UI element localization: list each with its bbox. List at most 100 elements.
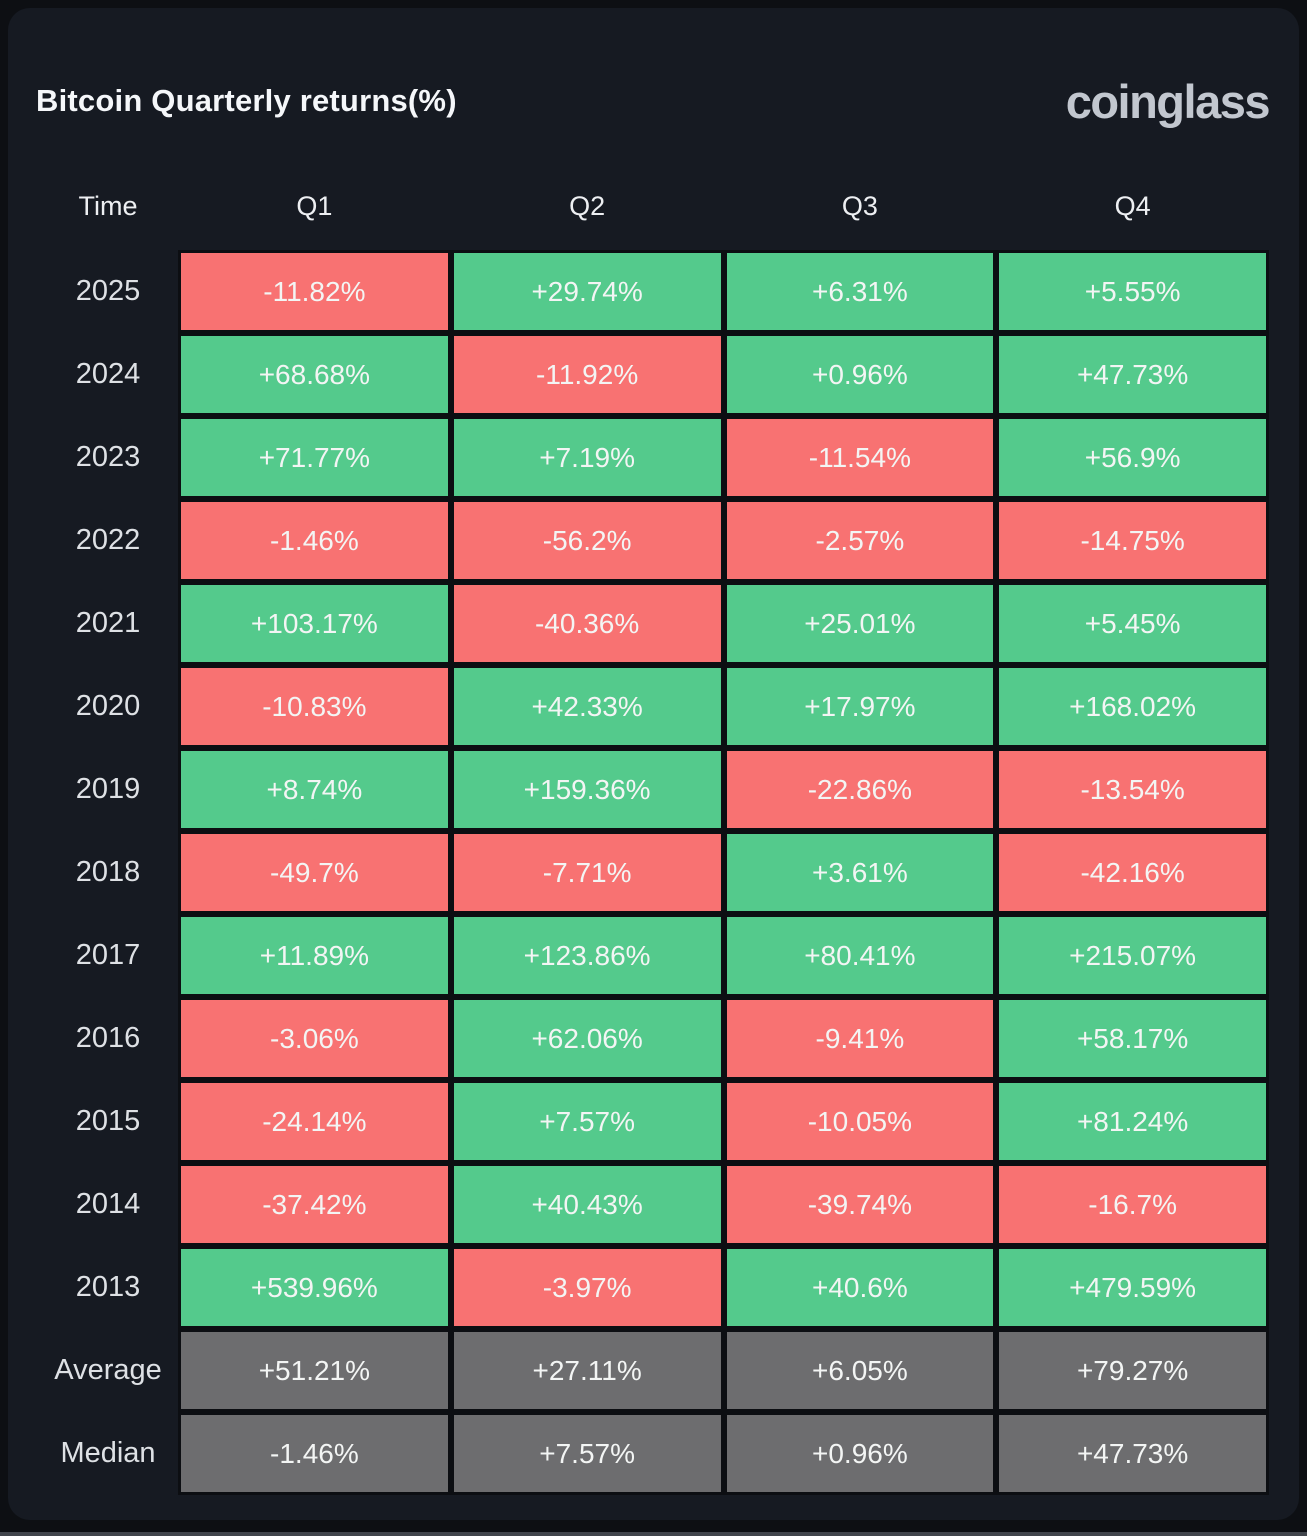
return-cell-2022-q3: -2.57% (723, 499, 997, 582)
table-row-2018: 2018 -49.7% -7.71% +3.61% -42.16% (38, 831, 1269, 914)
return-cell-median-q1: -1.46% (178, 1412, 451, 1495)
table-row-median: Median -1.46% +7.57% +0.96% +47.73% (38, 1412, 1269, 1495)
row-label-2024: 2024 (75, 358, 141, 390)
return-cell-2021-q2: -40.36% (450, 582, 724, 665)
table-row-2023: 2023 +71.77% +7.19% -11.54% +56.9% (38, 416, 1269, 499)
return-cell-2018-q1: -49.7% (178, 831, 451, 914)
row-label-2020: 2020 (75, 690, 141, 722)
table-row-2016: 2016 -3.06% +62.06% -9.41% +58.17% (38, 997, 1269, 1080)
return-cell-2018-q3: +3.61% (723, 831, 997, 914)
return-cell-2020-q1: -10.83% (178, 665, 451, 748)
return-cell-2013-q1: +539.96% (178, 1246, 451, 1329)
return-cell-2024-q3: +0.96% (723, 333, 997, 416)
table-row-2015: 2015 -24.14% +7.57% -10.05% +81.24% (38, 1080, 1269, 1163)
row-label-median: Median (60, 1437, 156, 1469)
column-header-q2: Q2 (569, 190, 606, 221)
bottom-edge-divider (0, 1532, 1307, 1536)
quarterly-returns-card: Bitcoin Quarterly returns(%) coinglass T… (8, 8, 1299, 1520)
return-cell-2016-q3: -9.41% (723, 997, 997, 1080)
row-label-2014: 2014 (75, 1188, 141, 1220)
row-label-2025: 2025 (75, 275, 141, 307)
return-cell-2014-q2: +40.43% (450, 1163, 724, 1246)
table-row-2017: 2017 +11.89% +123.86% +80.41% +215.07% (38, 914, 1269, 997)
return-cell-2018-q2: -7.71% (450, 831, 724, 914)
table-row-2014: 2014 -37.42% +40.43% -39.74% -16.7% (38, 1163, 1269, 1246)
return-cell-2018-q4: -42.16% (996, 831, 1269, 914)
return-cell-2019-q4: -13.54% (996, 748, 1269, 831)
return-cell-2015-q1: -24.14% (178, 1080, 451, 1163)
return-cell-2019-q2: +159.36% (450, 748, 724, 831)
row-label-2023: 2023 (75, 441, 141, 473)
return-cell-2017-q3: +80.41% (723, 914, 997, 997)
return-cell-2020-q3: +17.97% (723, 665, 997, 748)
row-label-2013: 2013 (75, 1271, 141, 1303)
row-label-2018: 2018 (75, 856, 141, 888)
returns-table: Time Q1 Q2 Q3 Q4 2025 -11.82% +29.74% +6.31% +5.… (8, 186, 1299, 1495)
return-cell-2023-q2: +7.19% (450, 416, 724, 499)
column-header-time: Time (78, 190, 138, 221)
return-cell-2023-q1: +71.77% (178, 416, 451, 499)
return-cell-2015-q3: -10.05% (723, 1080, 997, 1163)
return-cell-2019-q3: -22.86% (723, 748, 997, 831)
coinglass-logo: coinglass (1065, 74, 1271, 128)
return-cell-2025-q1: -11.82% (178, 250, 451, 333)
return-cell-2025-q4: +5.55% (996, 250, 1269, 333)
row-label-2017: 2017 (75, 939, 141, 971)
return-cell-2021-q4: +5.45% (996, 582, 1269, 665)
return-cell-2017-q2: +123.86% (450, 914, 724, 997)
return-cell-median-q4: +47.73% (996, 1412, 1269, 1495)
row-label-2021: 2021 (75, 607, 141, 639)
table-header-row: Time Q1 Q2 Q3 Q4 (38, 186, 1269, 226)
column-header-q4: Q4 (1114, 190, 1151, 221)
return-cell-2016-q4: +58.17% (996, 997, 1269, 1080)
return-cell-2017-q4: +215.07% (996, 914, 1269, 997)
table-row-2022: 2022 -1.46% -56.2% -2.57% -14.75% (38, 499, 1269, 582)
return-cell-2023-q3: -11.54% (723, 416, 997, 499)
return-cell-median-q3: +0.96% (723, 1412, 997, 1495)
return-cell-median-q2: +7.57% (450, 1412, 724, 1495)
table-row-2019: 2019 +8.74% +159.36% -22.86% -13.54% (38, 748, 1269, 831)
return-cell-2014-q1: -37.42% (178, 1163, 451, 1246)
return-cell-2013-q2: -3.97% (450, 1246, 724, 1329)
table-row-average: Average +51.21% +27.11% +6.05% +79.27% (38, 1329, 1269, 1412)
return-cell-2016-q2: +62.06% (450, 997, 724, 1080)
return-cell-2022-q4: -14.75% (996, 499, 1269, 582)
return-cell-2024-q4: +47.73% (996, 333, 1269, 416)
return-cell-2021-q1: +103.17% (178, 582, 451, 665)
return-cell-2025-q2: +29.74% (450, 250, 724, 333)
return-cell-2024-q1: +68.68% (178, 333, 451, 416)
return-cell-average-q3: +6.05% (723, 1329, 997, 1412)
table-row-2020: 2020 -10.83% +42.33% +17.97% +168.02% (38, 665, 1269, 748)
return-cell-2014-q3: -39.74% (723, 1163, 997, 1246)
column-header-q3: Q3 (841, 190, 878, 221)
row-label-2015: 2015 (75, 1105, 141, 1137)
table-body: 2025 -11.82% +29.74% +6.31% +5.55% 2024 +68.68… (38, 250, 1269, 1495)
return-cell-2016-q1: -3.06% (178, 997, 451, 1080)
table-row-2021: 2021 +103.17% -40.36% +25.01% +5.45% (38, 582, 1269, 665)
table-row-2024: 2024 +68.68% -11.92% +0.96% +47.73% (38, 333, 1269, 416)
return-cell-2020-q4: +168.02% (996, 665, 1269, 748)
return-cell-average-q2: +27.11% (450, 1329, 724, 1412)
row-label-2016: 2016 (75, 1022, 141, 1054)
return-cell-2015-q4: +81.24% (996, 1080, 1269, 1163)
return-cell-2021-q3: +25.01% (723, 582, 997, 665)
return-cell-2024-q2: -11.92% (450, 333, 724, 416)
return-cell-2013-q4: +479.59% (996, 1246, 1269, 1329)
return-cell-2022-q1: -1.46% (178, 499, 451, 582)
return-cell-2014-q4: -16.7% (996, 1163, 1269, 1246)
return-cell-2020-q2: +42.33% (450, 665, 724, 748)
return-cell-2022-q2: -56.2% (450, 499, 724, 582)
card-header: Bitcoin Quarterly returns(%) coinglass (8, 8, 1299, 136)
table-row-2025: 2025 -11.82% +29.74% +6.31% +5.55% (38, 250, 1269, 333)
return-cell-average-q1: +51.21% (178, 1329, 451, 1412)
row-label-2022: 2022 (75, 524, 141, 556)
return-cell-2013-q3: +40.6% (723, 1246, 997, 1329)
return-cell-average-q4: +79.27% (996, 1329, 1269, 1412)
row-label-average: Average (54, 1354, 162, 1386)
table-row-2013: 2013 +539.96% -3.97% +40.6% +479.59% (38, 1246, 1269, 1329)
page-title: Bitcoin Quarterly returns(%) (36, 83, 457, 118)
return-cell-2025-q3: +6.31% (723, 250, 997, 333)
return-cell-2019-q1: +8.74% (178, 748, 451, 831)
column-header-q1: Q1 (296, 190, 333, 221)
return-cell-2023-q4: +56.9% (996, 416, 1269, 499)
